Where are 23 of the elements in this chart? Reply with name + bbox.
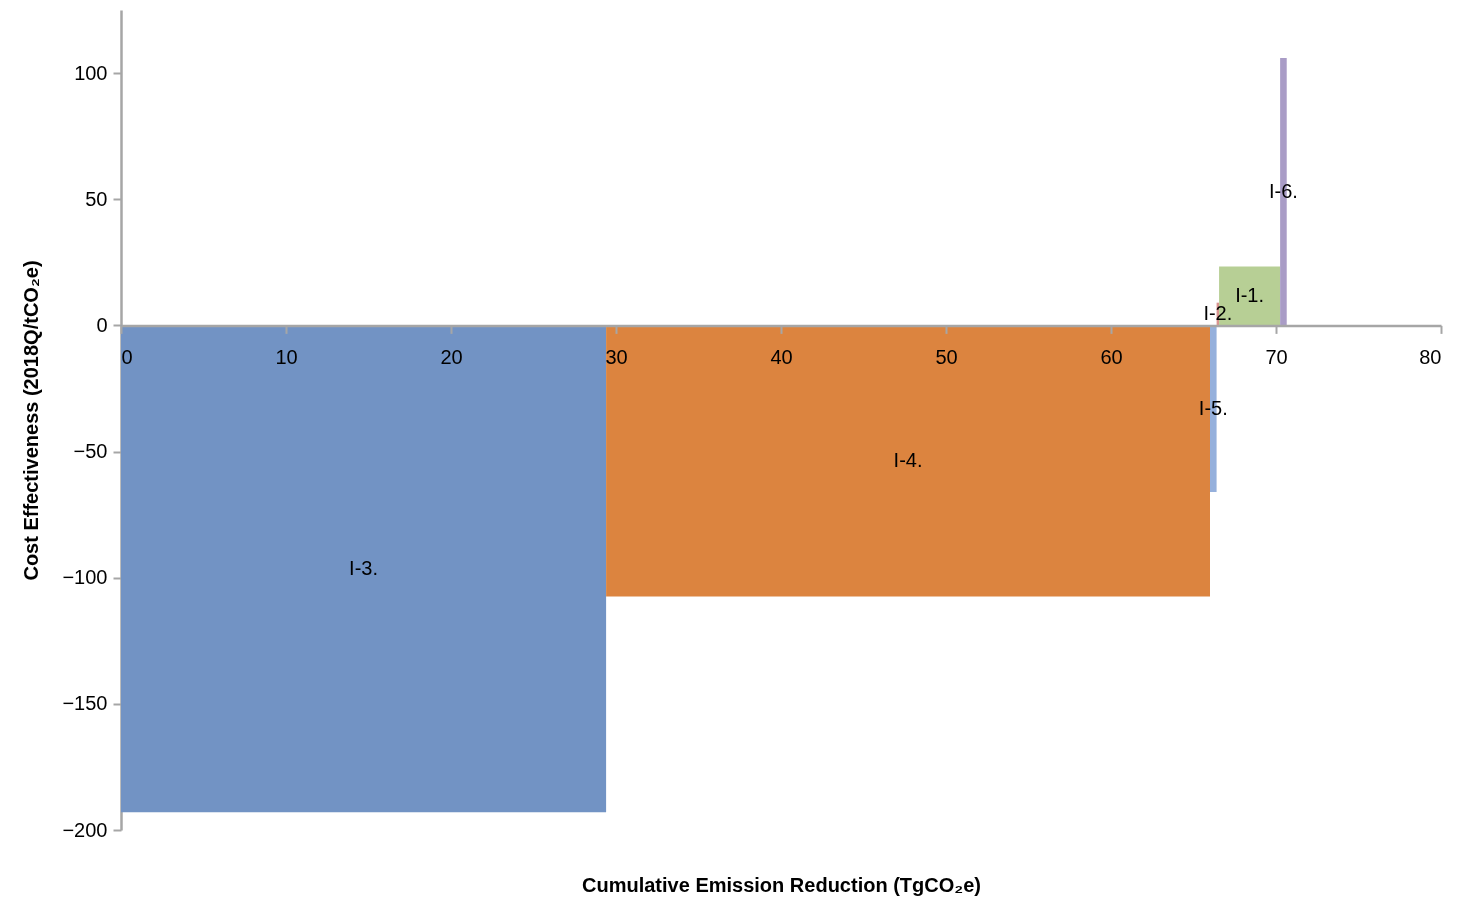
y-axis-title: Cost Effectiveness (2018Q/tCO₂e) xyxy=(20,260,43,581)
x-tick-label: 40 xyxy=(770,345,793,368)
y-tick-label: −200 xyxy=(62,818,108,841)
x-tick-label: 70 xyxy=(1265,345,1288,368)
y-tick-label: 50 xyxy=(85,187,108,210)
y-tick-label: 100 xyxy=(74,61,108,84)
series-label: I-4. xyxy=(893,449,923,471)
x-axis-title: Cumulative Emission Reduction (TgCO₂e) xyxy=(582,873,981,896)
y-tick-label: −100 xyxy=(62,566,108,589)
y-tick-label: 0 xyxy=(96,313,108,336)
series-label: I-3. xyxy=(349,556,378,579)
x-tick-label: 20 xyxy=(440,345,463,368)
x-tick-label: 80 xyxy=(1419,345,1442,368)
x-tick-label: 50 xyxy=(935,345,958,368)
x-tick-label: 30 xyxy=(605,345,628,368)
x-tick-label: 0 xyxy=(121,345,133,368)
x-tick-label: 10 xyxy=(275,345,298,368)
series-label: I-1. xyxy=(1235,283,1265,306)
y-tick-label: −150 xyxy=(62,692,108,715)
x-tick-label: 60 xyxy=(1100,345,1123,368)
y-tick-label: −50 xyxy=(73,440,108,463)
series-label: I-6. xyxy=(1268,179,1298,202)
series-label: I-2. xyxy=(1203,302,1233,325)
